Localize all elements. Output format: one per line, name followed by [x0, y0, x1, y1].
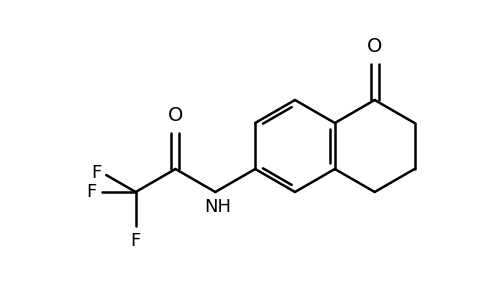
Text: F: F: [91, 164, 101, 182]
Text: NH: NH: [204, 198, 231, 216]
Text: O: O: [168, 106, 183, 125]
Text: O: O: [367, 37, 382, 56]
Text: F: F: [130, 232, 141, 250]
Text: F: F: [86, 183, 97, 201]
